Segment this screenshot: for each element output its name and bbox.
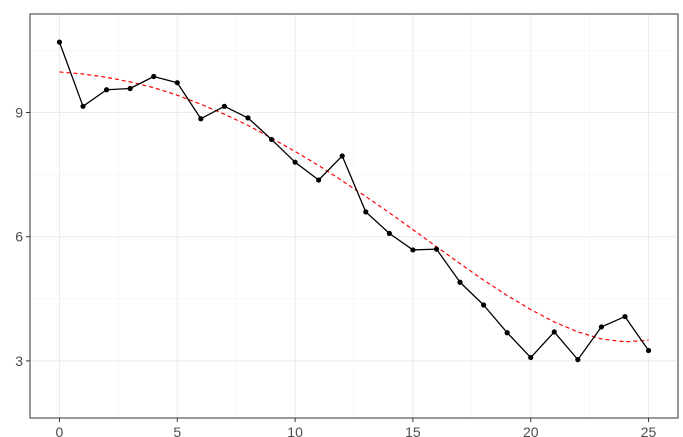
data-point <box>457 279 463 285</box>
data-point <box>80 103 86 109</box>
data-point <box>268 136 275 143</box>
observed-series <box>58 41 650 361</box>
data-point <box>598 324 605 330</box>
data-point <box>198 116 204 122</box>
data-point <box>622 313 628 320</box>
data-point <box>433 246 440 252</box>
data-point <box>575 357 581 363</box>
data-point <box>481 302 487 308</box>
data-point <box>174 80 180 86</box>
fitted-trend-line <box>59 71 649 343</box>
x-tick-label: 15 <box>405 424 421 437</box>
observed-points <box>56 39 652 363</box>
fit-line <box>59 71 649 343</box>
grid <box>30 14 678 418</box>
data-point <box>103 87 110 93</box>
x-tick-label: 25 <box>641 424 657 437</box>
data-point <box>528 354 534 361</box>
series-line <box>58 41 650 361</box>
data-point <box>386 230 392 236</box>
data-point <box>56 39 63 45</box>
data-point <box>127 85 133 92</box>
x-tick-label: 5 <box>173 424 181 437</box>
y-tick-label: 6 <box>15 229 23 245</box>
data-point <box>363 209 369 215</box>
data-point <box>292 159 298 165</box>
data-point <box>551 329 557 335</box>
data-point <box>339 153 345 159</box>
x-tick-label: 10 <box>287 424 303 437</box>
data-point <box>221 103 227 109</box>
axes: 0 5 10 15 20 25 3 6 9 <box>15 105 656 437</box>
data-point <box>151 73 157 80</box>
data-point <box>645 347 652 354</box>
y-tick-label: 9 <box>15 105 23 121</box>
data-point <box>504 330 510 336</box>
y-tick-label: 3 <box>15 353 23 369</box>
panel-border <box>29 13 679 419</box>
x-tick-label: 20 <box>523 424 539 437</box>
x-tick-label: 0 <box>56 424 64 437</box>
data-point <box>410 247 416 253</box>
data-point <box>316 177 322 183</box>
data-point <box>245 115 251 121</box>
